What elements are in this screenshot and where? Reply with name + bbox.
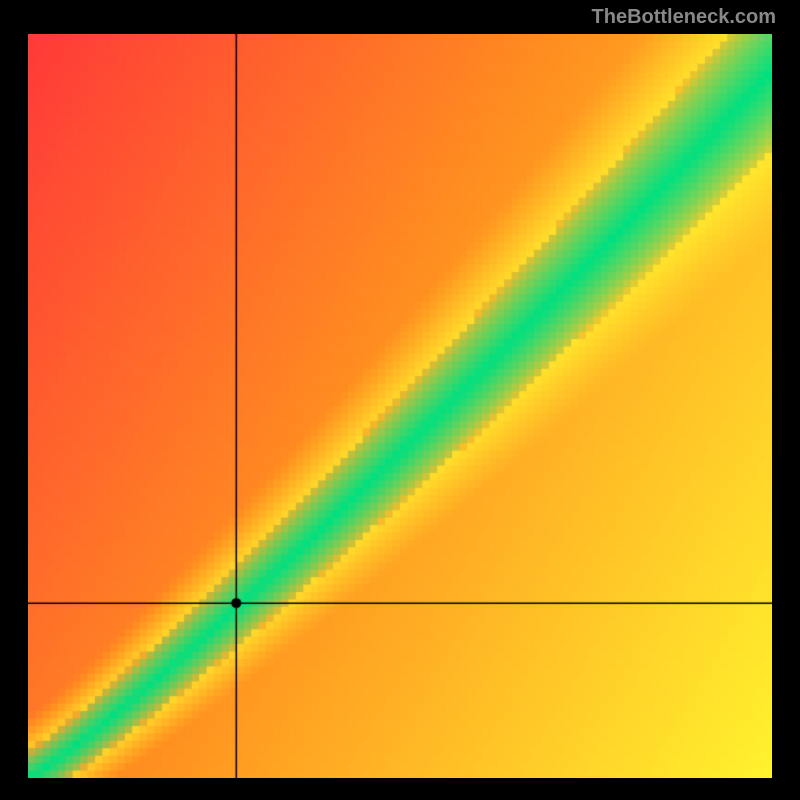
- chart-container: TheBottleneck.com: [0, 0, 800, 800]
- bottleneck-heatmap: [28, 34, 772, 778]
- watermark-text: TheBottleneck.com: [592, 6, 776, 29]
